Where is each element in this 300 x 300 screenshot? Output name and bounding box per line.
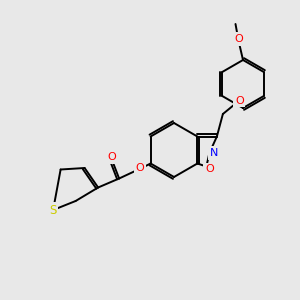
Text: S: S	[50, 203, 57, 217]
Text: O: O	[234, 34, 243, 44]
Text: O: O	[136, 163, 145, 173]
Text: N: N	[210, 148, 218, 158]
Text: O: O	[235, 95, 244, 106]
Text: O: O	[205, 164, 214, 175]
Text: O: O	[107, 152, 116, 163]
